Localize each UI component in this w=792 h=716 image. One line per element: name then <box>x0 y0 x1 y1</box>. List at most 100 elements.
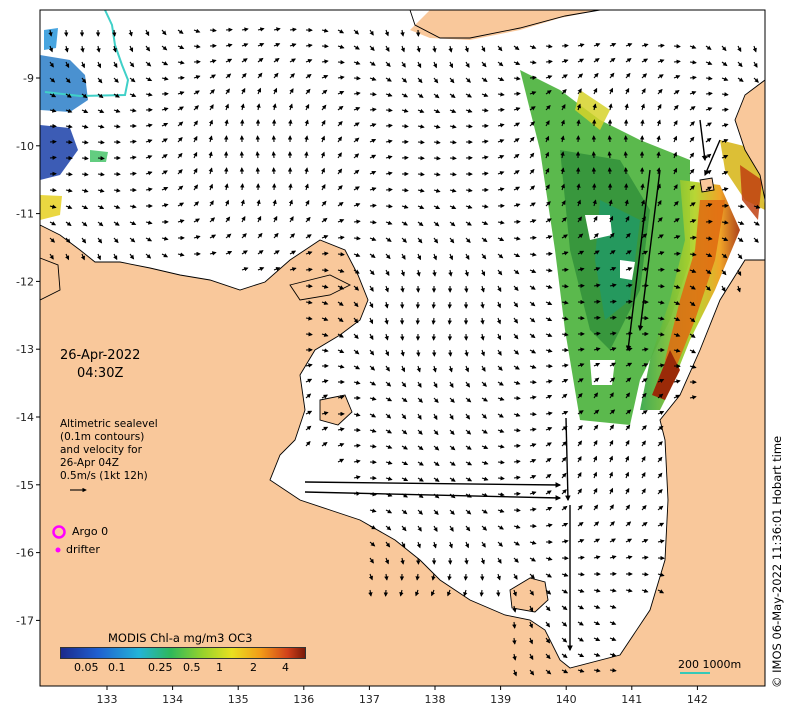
velocity-arrow-icon <box>673 167 678 175</box>
velocity-arrow-icon <box>497 123 505 128</box>
velocity-arrow-icon <box>577 539 585 544</box>
velocity-arrow-icon <box>561 300 569 305</box>
velocity-arrow-icon <box>193 44 201 49</box>
velocity-arrow-icon <box>577 588 585 593</box>
velocity-arrow-icon <box>529 121 536 127</box>
velocity-arrow-icon <box>193 90 200 95</box>
velocity-arrow-icon <box>561 234 568 239</box>
x-tick-label: 137 <box>359 693 380 706</box>
velocity-arrow-icon <box>497 171 505 176</box>
velocity-arrow-icon <box>97 221 104 227</box>
velocity-arrow-icon <box>112 45 117 53</box>
velocity-arrow-icon <box>81 124 89 129</box>
legend-line-3: and velocity for <box>60 444 142 456</box>
velocity-arrow-icon <box>353 333 359 340</box>
velocity-arrow-icon <box>657 103 662 111</box>
velocity-arrow-icon <box>304 119 309 127</box>
velocity-arrow-icon <box>288 183 293 191</box>
velocity-arrow-icon <box>481 413 487 419</box>
colorbar-tick-2: 0.25 <box>148 661 173 674</box>
velocity-arrow-icon <box>545 90 552 95</box>
velocity-arrow-icon <box>304 183 309 191</box>
velocity-arrow-icon <box>513 459 521 464</box>
velocity-arrow-icon <box>369 187 377 192</box>
velocity-arrow-icon <box>641 392 647 399</box>
velocity-arrow-icon <box>177 219 185 224</box>
velocity-arrow-icon <box>464 349 469 357</box>
velocity-arrow-icon <box>385 171 393 176</box>
velocity-arrow-icon <box>625 299 633 304</box>
velocity-arrow-icon <box>272 199 277 207</box>
velocity-arrow-icon <box>641 267 649 272</box>
argo-ring-icon <box>52 525 66 539</box>
velocity-arrow-icon <box>145 171 153 176</box>
velocity-arrow-icon <box>609 604 617 609</box>
velocity-arrow-icon <box>449 445 456 451</box>
velocity-arrow-icon <box>257 215 262 223</box>
velocity-arrow-icon <box>512 589 517 597</box>
velocity-arrow-icon <box>49 93 57 98</box>
velocity-arrow-icon <box>657 572 665 577</box>
velocity-arrow-icon <box>400 269 405 277</box>
velocity-arrow-icon <box>304 135 309 143</box>
velocity-arrow-icon <box>305 440 311 447</box>
velocity-arrow-icon <box>513 203 521 208</box>
velocity-arrow-icon <box>449 108 457 113</box>
velocity-arrow-icon <box>481 397 488 402</box>
velocity-arrow-icon <box>369 396 377 401</box>
velocity-arrow-icon <box>481 444 489 450</box>
velocity-arrow-icon <box>161 107 169 112</box>
velocity-arrow-icon <box>432 269 437 277</box>
velocity-arrow-icon <box>513 138 520 143</box>
velocity-arrow-icon <box>369 365 376 371</box>
velocity-arrow-icon <box>561 522 569 527</box>
velocity-arrow-icon <box>624 471 630 479</box>
velocity-arrow-icon <box>447 573 452 581</box>
velocity-arrow-icon <box>593 504 599 511</box>
velocity-arrow-icon <box>305 216 311 223</box>
velocity-arrow-icon <box>609 588 617 593</box>
velocity-arrow-icon <box>673 379 681 384</box>
velocity-arrow-icon <box>369 45 375 52</box>
velocity-arrow-icon <box>193 218 200 223</box>
velocity-arrow-icon <box>97 140 105 145</box>
velocity-arrow-icon <box>465 477 473 482</box>
velocity-arrow-icon <box>321 300 329 305</box>
velocity-arrow-icon <box>385 237 392 242</box>
velocity-arrow-icon <box>497 413 504 418</box>
velocity-arrow-icon <box>256 199 261 207</box>
velocity-arrow-icon <box>593 58 600 63</box>
velocity-arrow-icon <box>449 477 456 482</box>
velocity-arrow-icon <box>657 59 665 64</box>
legend-line-2: (0.1m contours) <box>60 431 145 443</box>
velocity-arrow-icon <box>65 204 73 209</box>
velocity-arrow-icon <box>417 381 422 388</box>
velocity-arrow-icon <box>479 589 484 597</box>
velocity-arrow-icon <box>545 473 552 479</box>
velocity-arrow-icon <box>577 250 585 255</box>
velocity-arrow-icon <box>481 429 488 434</box>
velocity-arrow-icon <box>497 365 503 371</box>
velocity-arrow-icon <box>657 410 665 415</box>
velocity-arrow-icon <box>529 75 537 80</box>
velocity-arrow-icon <box>241 27 249 32</box>
velocity-arrow-icon <box>705 269 712 275</box>
velocity-arrow-icon <box>401 124 409 129</box>
velocity-arrow-icon <box>448 349 453 357</box>
velocity-arrow-icon <box>481 61 487 68</box>
velocity-arrow-icon <box>737 220 745 225</box>
velocity-arrow-icon <box>497 285 502 293</box>
velocity-arrow-icon <box>401 397 408 403</box>
velocity-arrow-icon <box>369 349 375 356</box>
velocity-arrow-icon <box>545 184 550 191</box>
velocity-arrow-icon <box>513 301 519 308</box>
velocity-arrow-icon <box>689 106 696 111</box>
velocity-arrow-icon <box>721 269 727 276</box>
velocity-arrow-icon <box>145 253 152 259</box>
velocity-arrow-icon <box>529 669 535 676</box>
velocity-arrow-icon <box>625 331 633 336</box>
velocity-arrow-icon <box>481 139 489 144</box>
velocity-arrow-icon <box>113 108 121 113</box>
velocity-arrow-icon <box>81 77 87 84</box>
velocity-arrow-icon <box>224 167 229 175</box>
